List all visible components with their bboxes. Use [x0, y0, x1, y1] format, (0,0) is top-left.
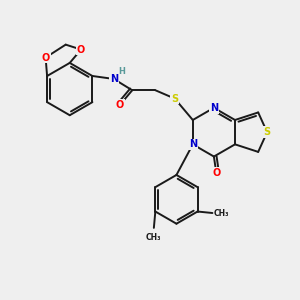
Text: H: H: [119, 67, 126, 76]
Text: O: O: [77, 44, 85, 55]
Text: N: N: [110, 74, 118, 84]
Text: O: O: [41, 52, 50, 63]
Text: CH₃: CH₃: [214, 208, 230, 217]
Text: N: N: [210, 103, 218, 113]
Text: O: O: [116, 100, 124, 110]
Text: N: N: [189, 140, 197, 149]
Text: S: S: [171, 94, 178, 103]
Text: S: S: [263, 127, 271, 137]
Text: O: O: [212, 168, 220, 178]
Text: CH₃: CH₃: [146, 233, 162, 242]
